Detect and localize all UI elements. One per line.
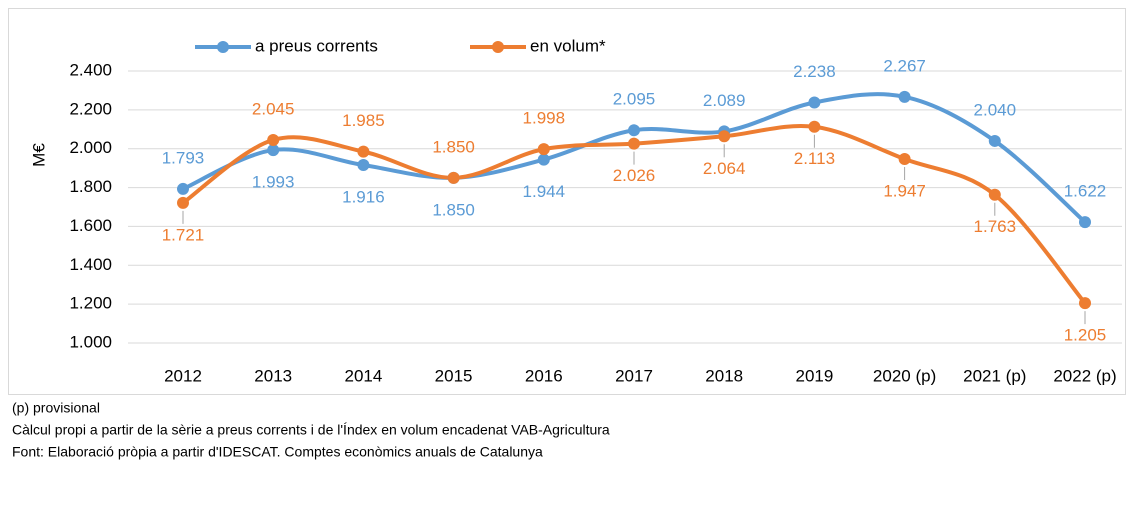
marker <box>447 171 460 184</box>
data-label: 1.944 <box>523 182 566 201</box>
data-label: 1.622 <box>1064 182 1107 201</box>
marker <box>988 134 1001 147</box>
marker <box>898 153 911 166</box>
data-label: 2.238 <box>793 62 836 81</box>
x-tick-label: 2015 <box>435 366 473 385</box>
data-label: 1.850 <box>432 137 475 156</box>
data-label: 2.089 <box>703 91 746 110</box>
data-label: 2.026 <box>613 166 656 185</box>
marker <box>808 96 821 109</box>
data-label: 1.998 <box>523 109 566 128</box>
y-tick-label: 2.000 <box>69 138 112 157</box>
note: (p) provisional <box>12 400 100 416</box>
data-label: 2.095 <box>613 90 656 109</box>
data-label: 2.267 <box>883 56 926 75</box>
legend-marker <box>217 41 229 53</box>
marker <box>537 153 550 166</box>
x-tick-label: 2017 <box>615 366 653 385</box>
y-tick-label: 1.000 <box>69 332 112 351</box>
data-label: 1.205 <box>1064 326 1107 345</box>
x-tick-label: 2022 (p) <box>1053 366 1116 385</box>
y-tick-label: 2.400 <box>69 60 112 79</box>
note: Càlcul propi a partir de la sèrie a preu… <box>12 422 610 438</box>
marker <box>177 182 189 195</box>
x-tick-label: 2013 <box>254 366 292 385</box>
data-label: 1.993 <box>252 173 295 192</box>
data-label: 1.850 <box>432 200 475 219</box>
y-tick-label: 2.200 <box>69 99 112 118</box>
chart-border <box>8 8 1126 395</box>
data-label: 1.793 <box>162 148 205 167</box>
marker <box>177 196 189 209</box>
legend-label: en volum* <box>530 36 606 55</box>
x-tick-label: 2020 (p) <box>873 366 936 385</box>
marker <box>1079 216 1091 229</box>
data-label: 2.045 <box>252 99 295 118</box>
y-tick-label: 1.400 <box>69 255 112 274</box>
note: Font: Elaboració pròpia a partir d'IDESC… <box>12 444 543 460</box>
x-tick-label: 2021 (p) <box>963 366 1026 385</box>
marker <box>537 143 550 156</box>
marker <box>988 188 1001 201</box>
legend-label: a preus corrents <box>255 36 378 55</box>
y-tick-label: 1.600 <box>69 216 112 235</box>
data-label: 1.947 <box>883 181 926 200</box>
y-tick-label: 1.200 <box>69 294 112 313</box>
data-label: 1.985 <box>342 111 385 130</box>
marker <box>357 145 370 158</box>
legend-marker <box>492 41 504 53</box>
marker <box>267 144 280 157</box>
marker <box>1079 297 1091 310</box>
marker <box>267 133 280 146</box>
data-label: 2.064 <box>703 159 746 178</box>
data-label: 2.113 <box>794 149 835 168</box>
marker <box>898 90 911 103</box>
data-label: 1.916 <box>342 188 385 207</box>
x-tick-label: 2012 <box>164 366 202 385</box>
x-tick-label: 2014 <box>344 366 382 385</box>
x-tick-label: 2019 <box>795 366 833 385</box>
marker <box>628 124 640 137</box>
marker <box>718 130 731 143</box>
x-tick-label: 2016 <box>525 366 563 385</box>
y-tick-label: 1.800 <box>69 177 112 196</box>
marker <box>357 159 370 172</box>
data-label: 2.040 <box>974 100 1017 119</box>
x-tick-label: 2018 <box>705 366 743 385</box>
y-axis-label: M€ <box>29 143 48 167</box>
marker <box>628 137 640 150</box>
data-label: 1.763 <box>974 217 1017 236</box>
marker <box>808 120 821 133</box>
data-label: 1.721 <box>162 225 205 244</box>
